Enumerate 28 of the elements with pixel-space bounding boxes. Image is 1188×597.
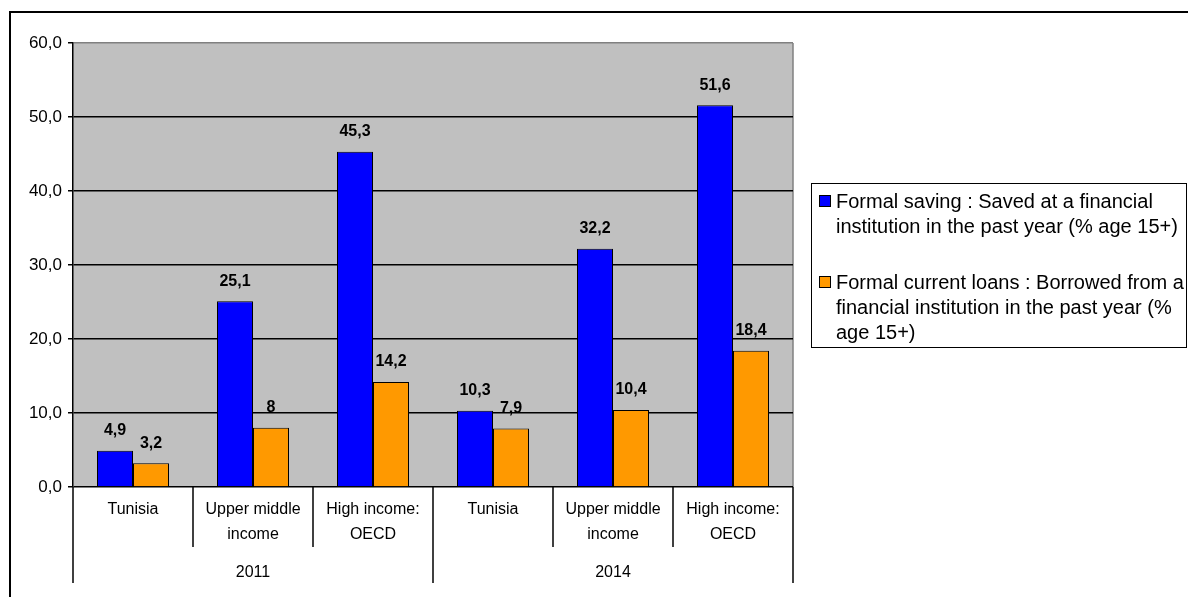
x-tick-label: Upper middle income — [565, 500, 661, 543]
data-label: 45,3 — [339, 122, 371, 140]
y-tick-label: 30,0 — [28, 254, 62, 274]
x-tick-label: Upper middle income — [205, 500, 301, 543]
data-label: 25,1 — [219, 271, 251, 289]
y-tick-label: 40,0 — [28, 180, 62, 200]
x-tick-label: High income: OECD — [686, 500, 780, 543]
x-tick-label: High income: OECD — [326, 500, 420, 543]
text: 2011 — [235, 563, 271, 581]
y-tick-label: 60,0 — [28, 32, 62, 52]
data-label: 10,4 — [615, 380, 647, 398]
y-tick-label: 10,0 — [28, 402, 62, 422]
legend-label: Formal saving : Saved at a financial institution in the past year (% age 15+) — [836, 188, 1179, 239]
text: 2014 — [595, 563, 631, 581]
data-label: 51,6 — [699, 75, 731, 93]
data-label: 10,3 — [459, 381, 491, 399]
y-tick-label: 0,0 — [38, 476, 62, 496]
data-label: 3,2 — [139, 433, 163, 451]
x-tick-label: Tunisia — [107, 500, 159, 518]
y-tick-label: 20,0 — [28, 328, 62, 348]
data-label: 4,9 — [103, 421, 127, 439]
data-label: 8 — [266, 398, 276, 416]
x-tick-label: Tunisia — [467, 500, 519, 518]
data-label: 32,2 — [579, 219, 611, 237]
data-label: 14,2 — [375, 352, 407, 370]
y-tick-label: 50,0 — [28, 106, 62, 126]
legend-label: Formal current loans : Borrowed from a financial institution in the past year (% age 15+) — [836, 269, 1185, 345]
data-label: 18,4 — [735, 321, 767, 339]
